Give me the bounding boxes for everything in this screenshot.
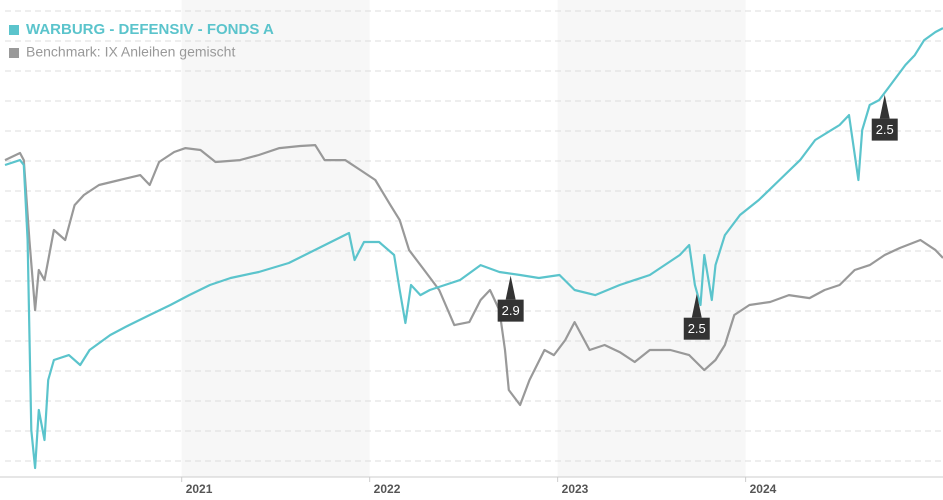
annotation-box xyxy=(497,299,524,322)
legend-label: WARBURG - DEFENSIV - FONDS A xyxy=(26,21,274,38)
x-tick-label: 2024 xyxy=(750,482,777,496)
annotation-box xyxy=(871,118,898,141)
legend-swatch xyxy=(9,48,19,58)
annotation: 2.9 xyxy=(497,275,524,322)
x-tick-label: 2022 xyxy=(374,482,401,496)
x-tick-label: 2021 xyxy=(186,482,213,496)
annotation-label: 2.5 xyxy=(876,122,894,137)
year-band xyxy=(181,0,370,477)
legend-label: Benchmark: IX Anleihen gemischt xyxy=(26,44,235,60)
annotation-box xyxy=(683,317,710,340)
annotation-label: 2.5 xyxy=(688,321,706,336)
annotation-pin xyxy=(691,293,702,318)
annotation-label: 2.9 xyxy=(502,303,520,318)
annotation-pin xyxy=(879,94,890,119)
legend-swatch xyxy=(9,25,19,35)
series-line xyxy=(4,144,943,407)
annotation: 2.5 xyxy=(871,94,898,141)
year-band xyxy=(557,0,746,477)
series-line xyxy=(4,27,943,470)
x-tick-label: 2023 xyxy=(562,482,589,496)
annotation-pin xyxy=(505,275,516,300)
annotation: 2.5 xyxy=(683,293,710,340)
